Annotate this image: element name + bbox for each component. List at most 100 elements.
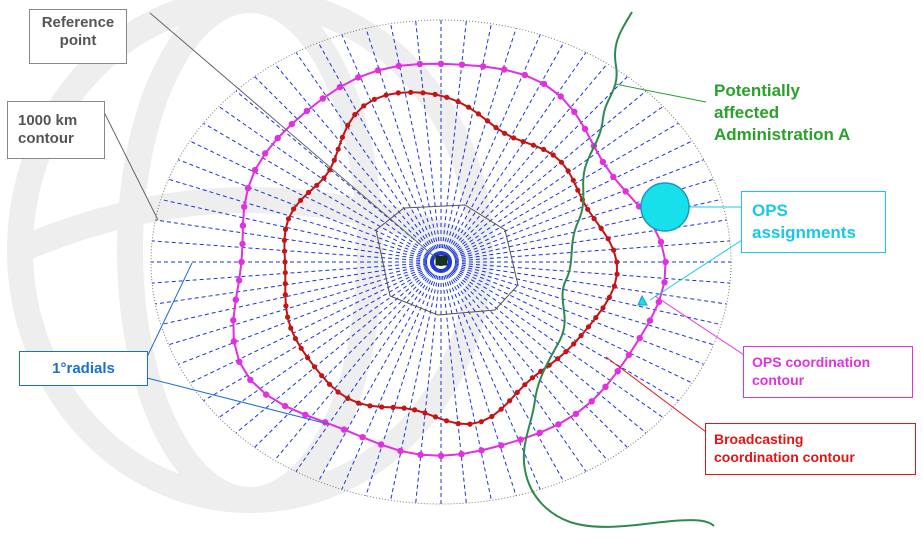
broadcasting-coordination-contour-point bbox=[571, 341, 577, 347]
ops-coordination-contour-point bbox=[241, 203, 248, 210]
broadcasting-coordination-contour-point bbox=[281, 248, 288, 254]
broadcasting-coordination-contour-point bbox=[408, 89, 414, 95]
radial-line bbox=[440, 261, 664, 419]
ops-coordination-contour-point bbox=[288, 120, 295, 128]
ops-contour-label-line2: contour bbox=[752, 372, 805, 388]
broadcasting-coordination-contour-point bbox=[563, 349, 569, 355]
broadcasting-coordination-contour-point bbox=[291, 206, 297, 212]
ops-coordination-contour-point bbox=[555, 421, 562, 428]
radial-line bbox=[440, 261, 628, 448]
ops-assignments-label: OPS assignments bbox=[741, 191, 886, 253]
radial-line bbox=[254, 76, 442, 263]
broadcasting-coordination-contour-point bbox=[591, 216, 597, 222]
ops-assignment-circle-icon bbox=[640, 182, 690, 232]
broadcasting-coordination-contour-point bbox=[585, 324, 592, 330]
radials-label-text: 1°radials bbox=[52, 360, 115, 377]
admin-label-line2: affected bbox=[714, 103, 780, 122]
broadcasting-coordination-contour-point bbox=[558, 159, 565, 165]
ops-coordination-contour-point bbox=[262, 150, 269, 157]
ops-coordination-contour-point bbox=[336, 83, 344, 91]
broadcasting-coordination-contour-point bbox=[390, 404, 396, 410]
radial-line bbox=[440, 240, 730, 263]
callout-radials-2 bbox=[146, 377, 329, 425]
watermark-globe bbox=[7, 0, 493, 513]
broadcasting-coordination-contour-point bbox=[321, 175, 327, 181]
broadcasting-coordination-contour-point bbox=[285, 314, 291, 320]
ops-coordination-contour-point bbox=[602, 383, 609, 390]
radial-line bbox=[341, 34, 442, 263]
broadcasting-coordination-contour-point bbox=[335, 389, 341, 395]
ops-coordination-contour-point bbox=[235, 277, 243, 284]
broadcasting-coordination-contour-point bbox=[319, 373, 325, 379]
ops-coordination-contour-point bbox=[319, 95, 326, 102]
broadcasting-coordination-contour-point bbox=[585, 206, 591, 212]
callout-ops-contour bbox=[654, 295, 745, 356]
broadcasting-coordination-contour-point bbox=[355, 400, 362, 406]
ops-coordination-contour-point bbox=[359, 434, 366, 441]
ops-coordination-contour-point bbox=[377, 441, 385, 448]
broadcasting-coordination-contour-point bbox=[292, 335, 298, 342]
radial-line bbox=[189, 261, 442, 384]
km-label-line1: 1000 km bbox=[18, 112, 78, 129]
ops-coordination-contour-point bbox=[458, 450, 465, 458]
ops-coordination-contour-point bbox=[355, 74, 362, 81]
radial-line bbox=[440, 261, 704, 365]
broadcasting-coordination-contour-point bbox=[522, 382, 528, 388]
ops-coordination-contour-point bbox=[238, 258, 245, 266]
ops-coordination-contour-point bbox=[397, 447, 404, 455]
radial-line bbox=[440, 90, 647, 263]
broadcasting-coordination-contour-point bbox=[352, 112, 358, 118]
broadcasting-coordination-contour-point bbox=[455, 421, 461, 427]
callout-radials-1 bbox=[146, 262, 193, 358]
radial-line bbox=[152, 240, 442, 263]
broadcasting-coordination-contour-point bbox=[298, 345, 304, 351]
reference-label-line2: point bbox=[59, 32, 97, 49]
radial-line bbox=[440, 159, 704, 263]
broadcasting-coordination-contour-point bbox=[484, 118, 490, 124]
broadcasting-coordination-contour-point bbox=[498, 406, 504, 412]
ops-coordination-contour-point bbox=[340, 426, 348, 433]
ops-coordination-contour-point bbox=[282, 402, 289, 410]
radial-line bbox=[440, 261, 679, 402]
reference-label-line1: Reference bbox=[41, 14, 115, 31]
radial-line bbox=[160, 198, 442, 263]
broadcasting-coordination-contour-point bbox=[383, 92, 389, 98]
broadcasting-coordination-contour-point bbox=[444, 94, 450, 100]
radial-line bbox=[440, 261, 714, 346]
radial-line bbox=[178, 159, 442, 263]
broadcasting-coordination-contour-point bbox=[298, 197, 304, 203]
ops-coordination-contour-point bbox=[303, 107, 311, 115]
ops-label-line1: OPS bbox=[752, 201, 788, 220]
ops-coordination-contour-point bbox=[247, 376, 254, 383]
radial-line bbox=[440, 76, 628, 263]
broadcasting-coordination-contour-point bbox=[345, 395, 351, 401]
ops-coordination-contour-point bbox=[536, 429, 543, 436]
ops-coordination-contour-point bbox=[302, 411, 309, 418]
broadcasting-coordination-contour-point bbox=[550, 152, 556, 158]
radial-line bbox=[168, 178, 442, 263]
broadcasting-coordination-contour-point bbox=[614, 259, 620, 265]
callout-1000km bbox=[103, 111, 159, 221]
broadcasting-coordination-contour-point bbox=[530, 142, 537, 148]
broadcasting-coordination-contour-point bbox=[600, 305, 606, 311]
broadcasting-coordination-contour-point bbox=[422, 410, 428, 416]
radial-line bbox=[440, 23, 492, 263]
administration-label: Potentially affected Administration A bbox=[714, 80, 914, 146]
radial-line bbox=[254, 261, 442, 448]
radial-line bbox=[390, 261, 442, 501]
broadcasting-coordination-contour-point bbox=[420, 90, 426, 96]
broadcasting-coordination-contour-point bbox=[565, 168, 571, 174]
ops-coordination-contour-point bbox=[230, 338, 238, 345]
ops-coordination-contour-point bbox=[236, 358, 243, 365]
radial-line bbox=[160, 261, 442, 326]
radial-line bbox=[440, 261, 492, 501]
ops-coordination-contour-point bbox=[657, 238, 665, 246]
reference-point-label: Reference point bbox=[29, 9, 127, 64]
radial-line bbox=[440, 261, 693, 384]
broadcasting-coordination-contour-point bbox=[314, 182, 320, 188]
ops-coordination-contour-point bbox=[437, 452, 445, 459]
radial-line bbox=[203, 122, 442, 263]
radial-line bbox=[152, 261, 442, 284]
broadcasting-coordination-contour-point bbox=[282, 292, 288, 298]
broadcasting-coordination-contour-point bbox=[331, 157, 337, 163]
